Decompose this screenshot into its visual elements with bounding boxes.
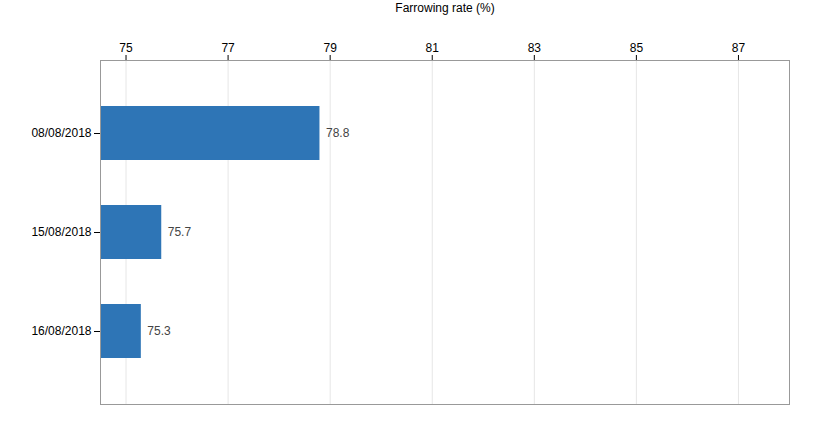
svg-text:Farrowing rate (%): Farrowing rate (%) [395,1,494,15]
svg-text:16/08/2018: 16/08/2018 [31,324,91,338]
svg-text:83: 83 [528,41,542,55]
svg-text:77: 77 [221,41,235,55]
svg-text:75.3: 75.3 [147,324,171,338]
svg-text:75: 75 [119,41,133,55]
svg-text:75.7: 75.7 [168,225,192,239]
svg-text:79: 79 [323,41,337,55]
svg-text:87: 87 [732,41,746,55]
svg-text:08/08/2018: 08/08/2018 [31,126,91,140]
svg-text:78.8: 78.8 [326,126,350,140]
svg-text:81: 81 [426,41,440,55]
svg-text:85: 85 [630,41,644,55]
svg-text:15/08/2018: 15/08/2018 [31,225,91,239]
